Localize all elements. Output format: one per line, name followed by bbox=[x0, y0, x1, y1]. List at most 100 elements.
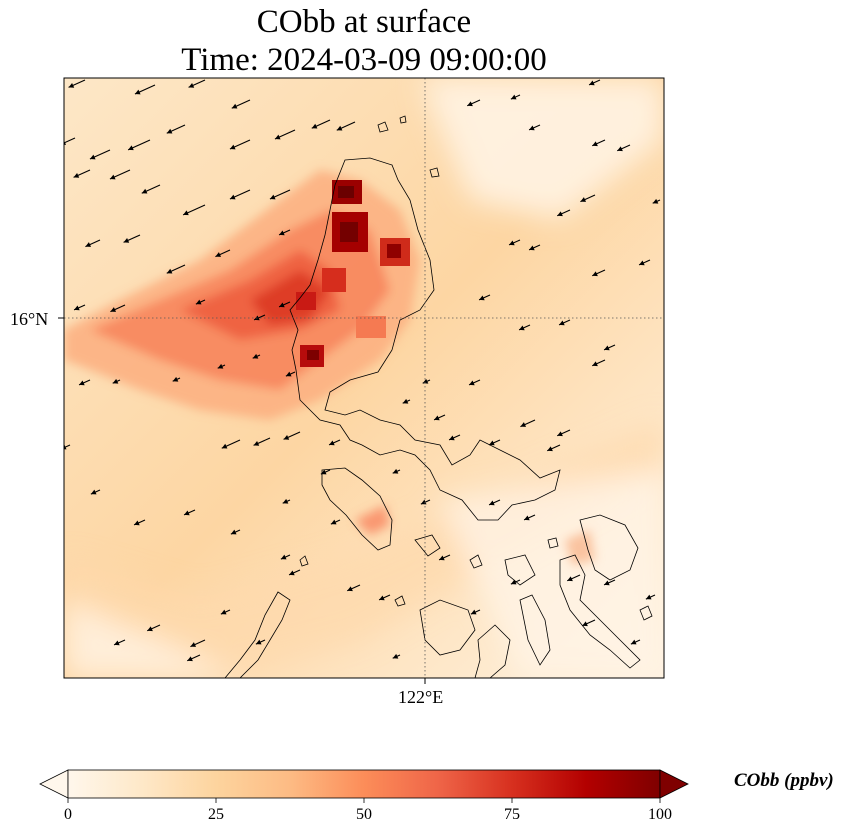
wind-arrow-head bbox=[479, 295, 485, 301]
latitude-label: 16°N bbox=[10, 309, 49, 329]
wind-arrow-head bbox=[147, 626, 153, 632]
wind-arrow-head bbox=[559, 320, 565, 326]
wind-arrow-head bbox=[449, 435, 455, 441]
colorbar-tick-label: 50 bbox=[356, 806, 372, 823]
wind-arrow-head bbox=[285, 371, 292, 377]
wind-arrow-head bbox=[510, 94, 517, 100]
wind-arrow-head bbox=[639, 260, 645, 266]
wind-arrow-head bbox=[229, 144, 236, 150]
wind-arrow-shaft bbox=[64, 137, 76, 144]
wind-arrow-head bbox=[467, 101, 473, 107]
wind-arrow-head bbox=[229, 194, 236, 200]
diffuse-bands bbox=[64, 78, 664, 678]
wind-arrow-head bbox=[269, 194, 276, 200]
wind-arrow-head bbox=[128, 145, 134, 151]
wind-arrow-head bbox=[489, 440, 495, 446]
wind-arrow-head bbox=[90, 489, 97, 495]
wind-arrow-head bbox=[320, 469, 327, 475]
wind-arrow-head bbox=[582, 621, 588, 627]
wind-arrow-head bbox=[392, 468, 399, 474]
samar-coastline bbox=[579, 514, 639, 581]
wind-arrow-head bbox=[510, 579, 517, 585]
wind-arrow-head bbox=[253, 440, 260, 446]
wind-arrow-head bbox=[289, 570, 295, 576]
marinduque-coastline bbox=[414, 534, 441, 557]
wind-arrow-head bbox=[134, 89, 141, 95]
luzon-coastline bbox=[289, 157, 561, 521]
wind-arrow-head bbox=[379, 595, 385, 601]
wind-arrow-head bbox=[392, 653, 399, 659]
wind-arrow-head bbox=[221, 443, 228, 449]
colorbar-label: CObb (ppbv) bbox=[734, 770, 834, 791]
wind-arrow-head bbox=[89, 154, 96, 160]
wind-arrow-head bbox=[592, 271, 598, 277]
colorbar-tick-label: 100 bbox=[648, 806, 672, 823]
wind-arrow-head bbox=[589, 80, 595, 86]
wind-arrow-head bbox=[402, 398, 409, 404]
wind-arrow-head bbox=[592, 361, 598, 367]
wind-arrow-head bbox=[279, 230, 285, 236]
map-title: CObb at surface bbox=[256, 4, 472, 40]
wind-arrow-head bbox=[422, 378, 429, 384]
babuyan-islands bbox=[377, 115, 440, 178]
wind-arrow-head bbox=[215, 252, 222, 257]
wind-arrow-head bbox=[330, 519, 337, 525]
wind-arrow-head bbox=[187, 656, 193, 662]
wind-arrow-head bbox=[172, 376, 179, 382]
wind-arrow-head bbox=[567, 576, 573, 582]
wind-arrow-head bbox=[183, 210, 189, 216]
leyte-coastline bbox=[559, 554, 641, 669]
wind-arrow-head bbox=[557, 431, 563, 437]
wind-arrow-head bbox=[279, 302, 285, 308]
wind-arrow-head bbox=[282, 498, 289, 504]
wind-arrow-head bbox=[489, 500, 495, 506]
gridlines bbox=[64, 78, 664, 678]
mindoro-coastline bbox=[321, 467, 393, 551]
colorbar-min-extend bbox=[39, 769, 69, 799]
wind-arrow-head bbox=[604, 345, 610, 351]
coastlines bbox=[224, 115, 653, 678]
wind-arrow-head bbox=[112, 378, 119, 384]
wind-arrow-head bbox=[547, 446, 553, 452]
wind-arrow-head bbox=[592, 141, 598, 147]
wind-arrow-head bbox=[529, 125, 535, 131]
wind-arrow-head bbox=[123, 237, 130, 243]
negros-coastline bbox=[474, 624, 511, 678]
colorbar bbox=[39, 769, 689, 803]
small-islands bbox=[299, 537, 653, 621]
wind-arrow-head bbox=[604, 580, 610, 586]
wind-vectors bbox=[64, 79, 661, 662]
wind-arrow-head bbox=[434, 415, 440, 421]
wind-arrow-head bbox=[280, 554, 287, 560]
hotspot-cells bbox=[296, 180, 410, 367]
wind-arrow-head bbox=[519, 325, 525, 331]
map-time-subtitle: Time: 2024-03-09 09:00:00 bbox=[181, 42, 547, 78]
wind-arrow-head bbox=[470, 609, 477, 615]
wind-arrow-head bbox=[439, 555, 445, 561]
masbate-coastline bbox=[504, 554, 536, 586]
wind-arrow-head bbox=[529, 245, 535, 251]
wind-arrow-head bbox=[580, 197, 587, 202]
wind-arrow-head bbox=[274, 134, 281, 140]
colorbar-body bbox=[67, 769, 661, 799]
colorbar-tick-label: 25 bbox=[208, 806, 224, 823]
wind-arrow-head bbox=[220, 609, 227, 615]
wind-arrow-head bbox=[645, 594, 652, 600]
map-panel bbox=[58, 77, 665, 684]
wind-arrow-head bbox=[73, 172, 80, 178]
wind-arrow-head bbox=[166, 268, 173, 274]
colorbar-tick-label: 75 bbox=[504, 806, 520, 823]
wind-arrow-head bbox=[166, 128, 173, 134]
panay-coastline bbox=[419, 599, 476, 656]
wind-arrow-head bbox=[68, 82, 75, 88]
wind-arrow-head bbox=[184, 510, 190, 516]
colorbar-tick-label: 0 bbox=[64, 806, 72, 823]
wind-arrow-head bbox=[79, 380, 85, 386]
concentration-field bbox=[64, 78, 664, 678]
wind-arrow-head bbox=[230, 529, 237, 535]
colorbar-max-extend bbox=[659, 769, 689, 799]
wind-arrow-head bbox=[329, 440, 335, 446]
wind-arrow-head bbox=[217, 363, 224, 369]
wind-arrow-head bbox=[195, 299, 202, 305]
wind-arrow-head bbox=[134, 520, 140, 526]
